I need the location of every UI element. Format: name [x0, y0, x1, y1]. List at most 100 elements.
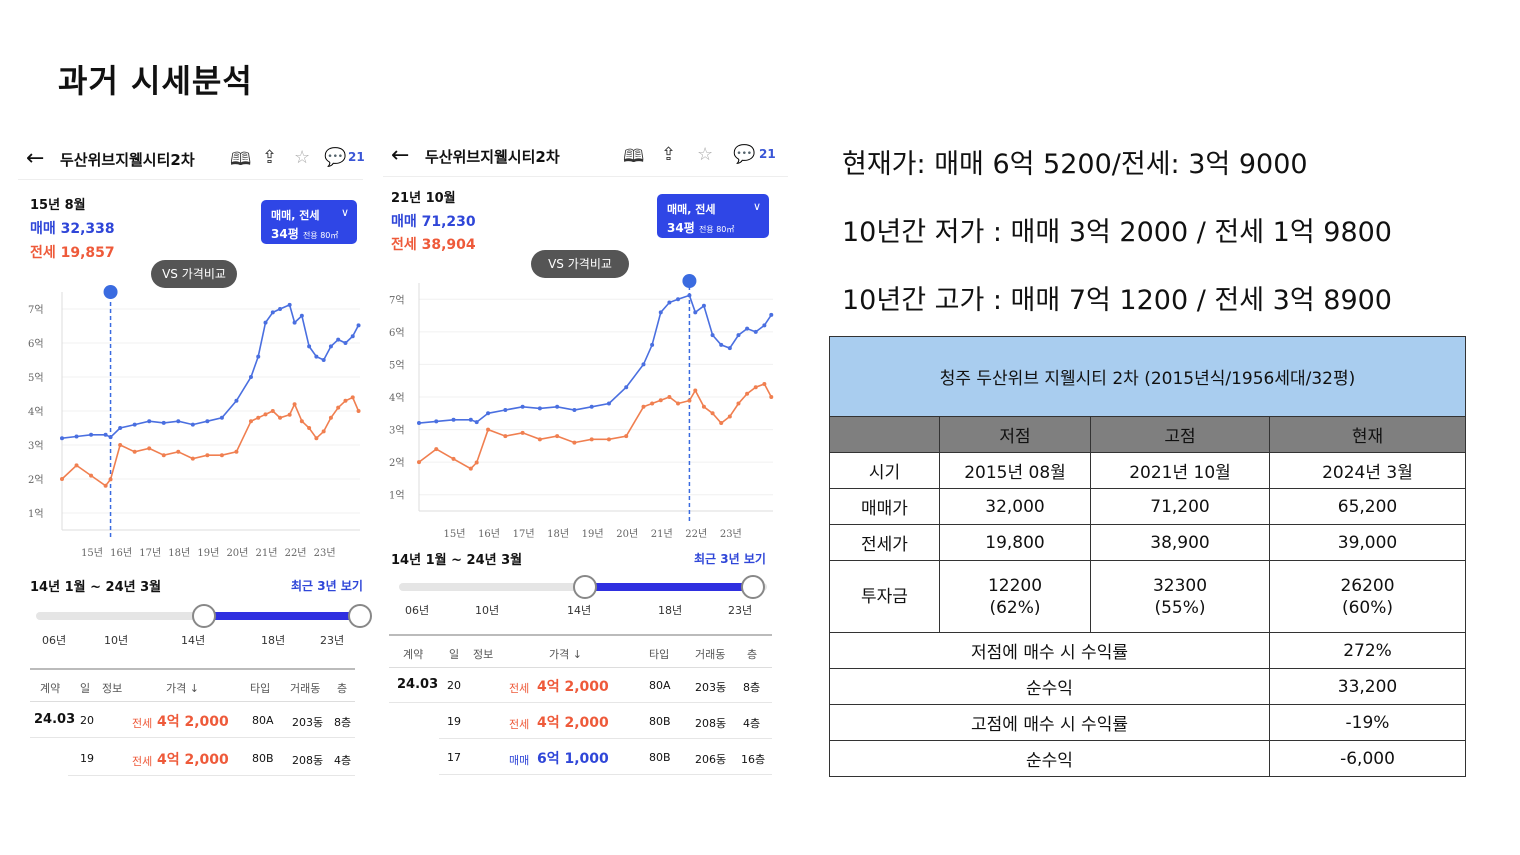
- summary-label: 순수익: [829, 668, 1270, 705]
- data-point: [434, 447, 439, 452]
- data-point: [687, 293, 692, 298]
- share-icon[interactable]: ⇪: [262, 147, 278, 168]
- range-slider[interactable]: [399, 569, 767, 609]
- x-tick-label: 23년: [314, 547, 336, 559]
- x-tick-label: 19년: [197, 547, 219, 559]
- cell: 38,900: [1090, 524, 1270, 561]
- data-point: [769, 312, 774, 317]
- slider-knob-end[interactable]: [348, 604, 372, 628]
- y-tick-label: 3억: [389, 425, 405, 437]
- data-point: [205, 419, 210, 424]
- range-slider[interactable]: [36, 598, 372, 638]
- summary-label: 순수익: [829, 740, 1270, 777]
- data-point: [343, 398, 348, 403]
- col-header: 거래동: [695, 648, 726, 661]
- slider-knob-start[interactable]: [192, 604, 216, 628]
- trade-kind: 전세: [132, 717, 153, 730]
- comment-icon[interactable]: 💬: [733, 144, 756, 165]
- col-header: 일: [80, 682, 91, 695]
- col-header[interactable]: 가격 ↓: [549, 648, 582, 661]
- series-line: [61, 303, 360, 439]
- data-point: [417, 421, 421, 426]
- data-point: [520, 430, 525, 435]
- data-point: [589, 404, 594, 409]
- star-icon[interactable]: ☆: [294, 147, 311, 168]
- vs-compare-button[interactable]: VS 가격비교: [151, 260, 237, 288]
- summary-value: 33,200: [1269, 668, 1466, 705]
- back-arrow-icon[interactable]: ←: [391, 143, 410, 168]
- trade-row[interactable]: 19 전세 4억 2,000 80B 208동 4층: [68, 742, 355, 776]
- col-header: 정보: [473, 648, 494, 661]
- back-arrow-icon[interactable]: ←: [26, 146, 45, 171]
- current-price-line: 현재가: 매매 6억 5200/전세: 3억 9000: [842, 149, 1308, 180]
- data-point: [468, 466, 473, 471]
- cell: 65,200: [1269, 488, 1466, 525]
- map-icon[interactable]: 🕮: [230, 149, 252, 170]
- trade-price: 4억 2,000: [537, 679, 609, 695]
- star-icon[interactable]: ☆: [697, 144, 714, 165]
- data-point: [147, 419, 152, 424]
- data-point: [451, 417, 456, 422]
- data-point: [537, 437, 542, 442]
- recent-3y-link[interactable]: 최근 3년 보기: [291, 579, 363, 593]
- data-point: [693, 388, 698, 393]
- data-point: [687, 398, 692, 403]
- data-point: [234, 449, 239, 454]
- data-point: [555, 404, 560, 409]
- type-selector[interactable]: 매매, 전세 ∨ 34평 전용 80㎡: [657, 194, 769, 238]
- data-point: [248, 419, 253, 424]
- col-header: 거래동: [290, 682, 321, 695]
- data-point: [219, 415, 224, 420]
- y-tick-label: 1억: [389, 490, 405, 502]
- summary-value: -19%: [1269, 704, 1466, 741]
- trade-row[interactable]: 19 전세 4억 2,000 80B 208동 4층: [439, 705, 772, 739]
- comment-icon[interactable]: 💬: [324, 147, 347, 168]
- cell: 12200 (62%): [939, 560, 1091, 633]
- trade-day: 19: [447, 715, 461, 728]
- data-point: [753, 385, 758, 390]
- data-point: [292, 320, 297, 325]
- recent-3y-link[interactable]: 최근 3년 보기: [694, 552, 766, 566]
- chevron-down-icon: ∨: [340, 206, 349, 219]
- col-header: 층: [337, 682, 348, 695]
- trade-row[interactable]: 17 매매 6억 1,000 80B 206동 16층: [439, 741, 772, 775]
- map-icon[interactable]: 🕮: [623, 146, 645, 167]
- type-selector[interactable]: 매매, 전세 ∨ 34평 전용 80㎡: [261, 200, 357, 244]
- data-point: [307, 426, 312, 430]
- data-point: [343, 341, 348, 345]
- trade-price: 4억 2,000: [537, 715, 609, 731]
- invest-ratio: (60%): [1341, 597, 1394, 618]
- trade-row[interactable]: 24.03 20 전세 4억 2,000 80A 203동 8층: [30, 704, 355, 738]
- series-line: [61, 396, 360, 487]
- data-point: [606, 401, 611, 406]
- slider-knob-end[interactable]: [741, 575, 765, 599]
- trade-type: 80A: [252, 714, 274, 727]
- data-point: [451, 456, 456, 461]
- trade-floor: 16층: [741, 753, 766, 766]
- trade-price: 4억 2,000: [157, 714, 229, 730]
- col-header-low: 저점: [939, 416, 1091, 453]
- col-header[interactable]: 가격 ↓: [166, 682, 199, 695]
- summary-label: 고점에 매수 시 수익률: [829, 704, 1270, 741]
- data-point: [132, 449, 137, 454]
- type-line2: 34평 전용 80㎡: [271, 227, 339, 241]
- slider-year: 18년: [658, 604, 683, 617]
- vs-compare-button[interactable]: VS 가격비교: [531, 250, 629, 278]
- x-tick-label: 17년: [513, 528, 535, 540]
- cell: 26200 (60%): [1269, 560, 1466, 633]
- data-point: [356, 409, 361, 413]
- trade-row[interactable]: 24.03 20 전세 4억 2,000 80A 203동 8층: [389, 669, 772, 703]
- data-point: [108, 477, 113, 482]
- y-tick-label: 6억: [389, 327, 405, 339]
- data-point: [486, 411, 491, 416]
- share-icon[interactable]: ⇪: [661, 144, 677, 165]
- data-point: [474, 420, 479, 425]
- data-point: [176, 419, 181, 424]
- summary-value: -6,000: [1269, 740, 1466, 777]
- data-point: [572, 408, 577, 413]
- col-header: 계약: [403, 648, 424, 661]
- summary-label: 저점에 매수 시 수익률: [829, 632, 1270, 669]
- slider-knob-start[interactable]: [573, 575, 597, 599]
- cell: 2024년 3월: [1269, 452, 1466, 489]
- trade-dong: 208동: [292, 754, 324, 767]
